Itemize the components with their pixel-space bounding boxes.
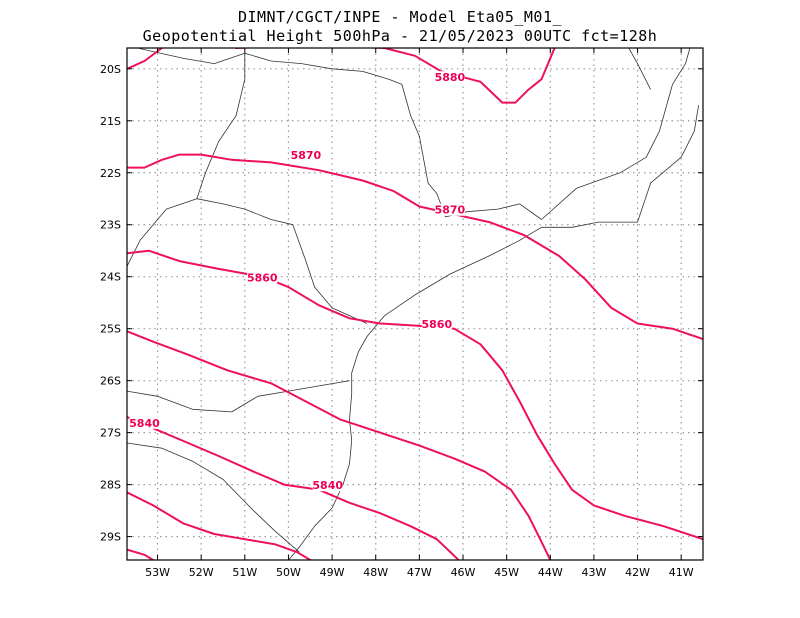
x-tick-label: 48W [363,566,388,579]
y-tick-label: 20S [100,63,121,76]
x-tick-label: 42W [625,566,650,579]
y-tick-label: 24S [100,271,121,284]
contour-5875 [127,48,163,70]
title-line-1: DIMNT/CGCT/INPE - Model Eta05_M01_ [237,8,563,26]
contour-label-bg [421,318,452,331]
x-tick-label: 50W [276,566,301,579]
border-ms-go [148,50,245,64]
height-contours [127,48,703,560]
x-tick-label: 43W [581,566,606,579]
contour-5860 [127,249,703,541]
coastline [288,105,699,560]
x-tick-label: 44W [538,566,563,579]
contour-label-bg [247,271,278,284]
border-ba-mg [628,48,651,90]
x-tick-label: 45W [494,566,519,579]
y-tick-label: 29S [100,531,121,544]
contour-label-bg [290,149,321,162]
contour-5880 [235,48,556,104]
contour-label: 5860 [247,271,278,284]
border-pr-sc [127,380,350,413]
y-tick-label: 21S [100,115,121,128]
contour-label: 5870 [291,149,322,162]
contour-label: 5880 [435,71,466,84]
x-tick-label: 41W [669,566,694,579]
y-tick-label: 27S [100,427,121,440]
y-tick-label: 28S [100,479,121,492]
contour-label: 5870 [435,204,466,217]
political-boundaries [127,48,699,560]
gridlines [127,48,703,560]
contour-label-bg [434,71,465,84]
x-tick-label: 51W [232,566,257,579]
y-tick-label: 26S [100,375,121,388]
x-tick-label: 46W [451,566,476,579]
plot-frame [126,47,704,561]
contour-label-bg [129,416,160,429]
border-sp-ms [196,53,246,199]
border-mg-rj-es [541,48,691,220]
x-tick-label: 47W [407,566,432,579]
axis-ticks: 53W 52W 51W 50W 49W 48W 47W 46W 45W 44W 43W 42W 41W 2… [100,48,703,579]
contour-5840 [127,491,312,560]
contour-5855 [127,330,552,560]
y-tick-label: 23S [100,219,121,232]
contour-labels: 5880 5870 5870 5860 5860 5840 5840 [129,71,466,492]
contour-5835 [127,548,155,560]
x-tick-label: 52W [189,566,214,579]
title-line-2: Geopotential Height 500hPa - 21/05/2023 … [142,27,658,45]
contour-label: 5840 [129,417,160,430]
border-ms-go-b [136,48,149,51]
border-sc-rs [127,442,300,553]
border-sp-rj-mg [244,52,542,220]
x-tick-label: 53W [145,566,170,579]
contour-label: 5860 [422,318,453,331]
contour-label-bg [434,203,465,216]
border-sp-pr [196,198,368,324]
y-tick-label: 22S [100,167,121,180]
x-tick-label: 49W [320,566,345,579]
contour-label-bg [312,479,343,492]
contour-5845 [127,416,460,560]
y-tick-label: 25S [100,323,121,336]
contour-label: 5840 [312,479,343,492]
contour-5870 [127,153,703,341]
